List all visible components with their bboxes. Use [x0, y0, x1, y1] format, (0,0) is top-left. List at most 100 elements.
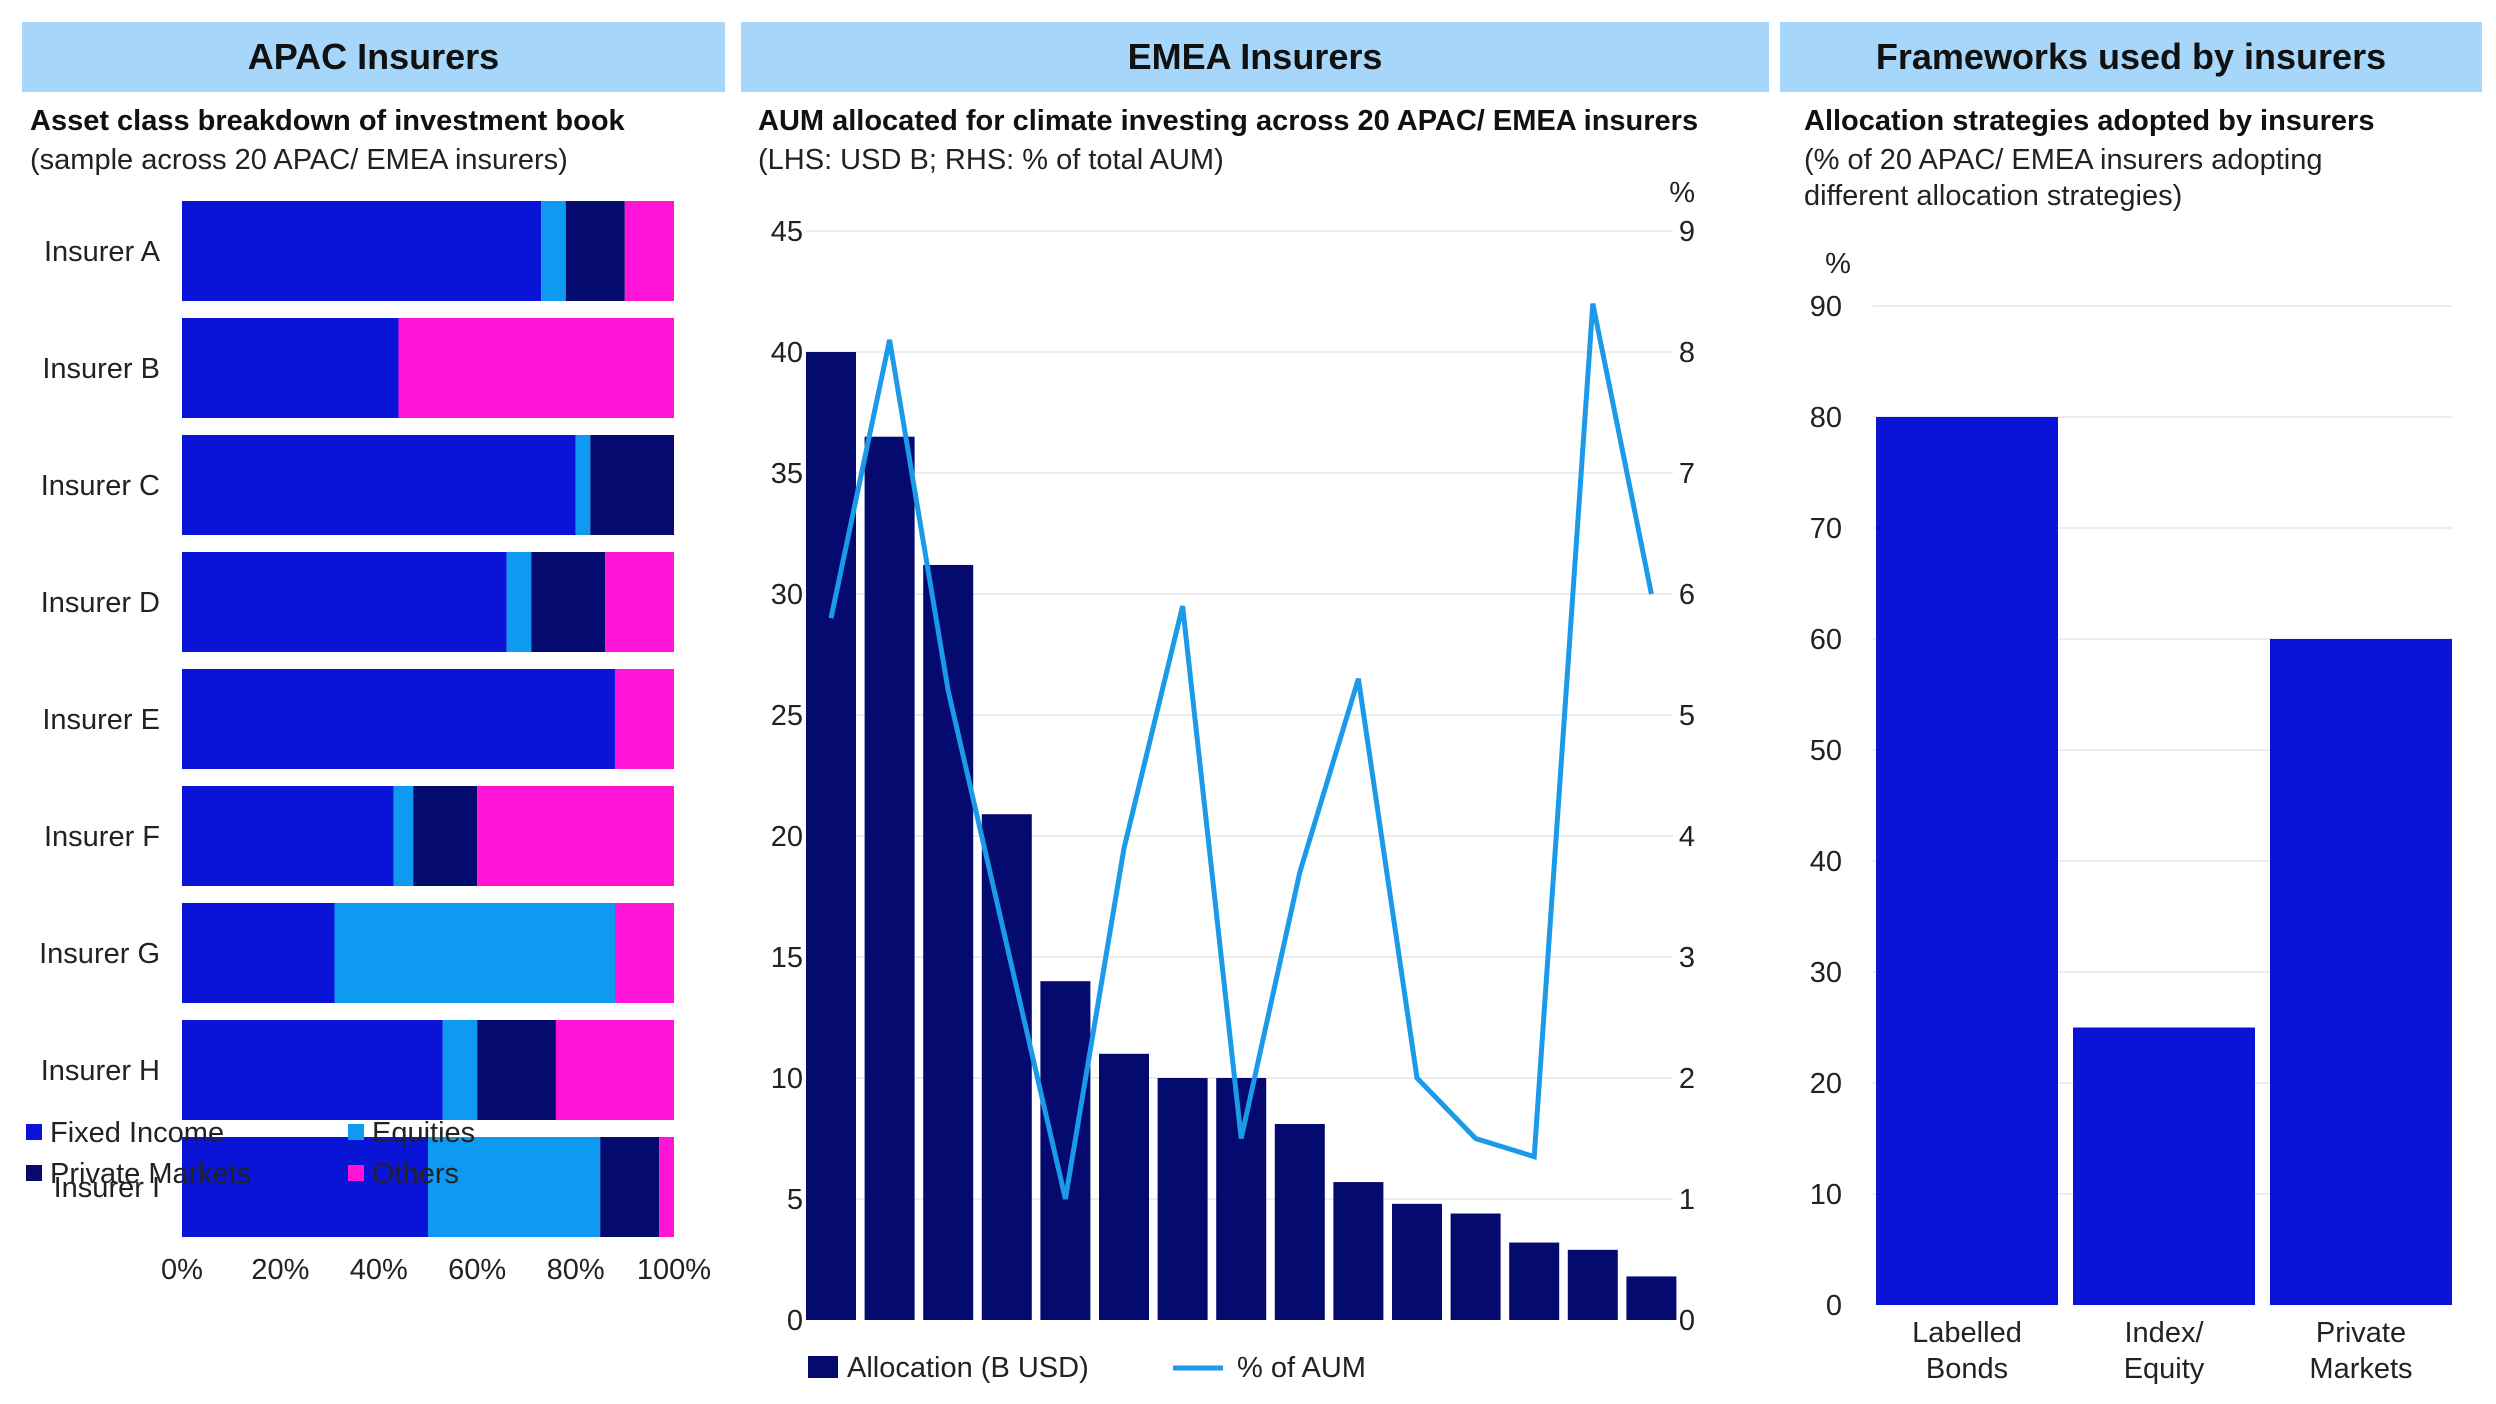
category-label-insurer-f: Insurer F [44, 821, 160, 853]
legend-label-fixed-income: Fixed Income [50, 1117, 224, 1149]
category-label-insurer-b: Insurer B [42, 353, 160, 385]
category-label-line2: Markets [2309, 1353, 2412, 1385]
y-tick-label: 30 [1810, 957, 1842, 989]
bar-segment-insurer-a-fixed-income [182, 201, 542, 301]
bar-segment-insurer-e-fixed-income [182, 669, 615, 769]
aum-bar-5 [1040, 981, 1091, 1320]
bar-segment-insurer-c-private-markets [590, 435, 674, 535]
y-tick-label: 50 [1810, 735, 1842, 767]
x-tick-label: 20% [251, 1254, 309, 1286]
bar-segment-insurer-b-fixed-income [182, 318, 399, 418]
legend-label-private-markets: Private Markets [50, 1158, 251, 1190]
climate-aum-title: AUM allocated for climate investing acro… [758, 105, 1699, 137]
y-unit-label: % [1825, 248, 1851, 280]
category-label-line1: Private [2316, 1317, 2406, 1349]
y-left-tick-label: 5 [787, 1184, 803, 1216]
aum-bar-9 [1274, 1123, 1325, 1320]
bar-segment-insurer-i-equities [428, 1137, 601, 1237]
aum-bar-15 [1626, 1276, 1677, 1320]
aum-bar-10 [1333, 1182, 1384, 1320]
bar-segment-insurer-a-equities [541, 201, 566, 301]
aum-bar-7 [1157, 1078, 1208, 1320]
x-tick-label: 60% [448, 1254, 506, 1286]
category-label-insurer-e: Insurer E [42, 704, 160, 736]
legend-label-pct-aum: % of AUM [1237, 1352, 1366, 1384]
strategies-subtitle-line2: different allocation strategies) [1804, 180, 2183, 212]
y-right-tick-label: 2 [1679, 1063, 1695, 1095]
aum-bar-13 [1509, 1242, 1560, 1320]
category-label-insurer-h: Insurer H [41, 1055, 160, 1087]
bar-segment-insurer-d-equities [506, 552, 532, 652]
y-right-tick-label: 3 [1679, 942, 1695, 974]
y-right-tick-label: 5 [1679, 700, 1695, 732]
bar-segment-insurer-c-equities [575, 435, 591, 535]
bar-segment-insurer-i-fixed-income [182, 1137, 428, 1237]
bar-segment-insurer-h-private-markets [477, 1020, 556, 1120]
strategies-title: Allocation strategies adopted by insurer… [1804, 105, 2375, 137]
bar-segment-insurer-h-equities [442, 1020, 478, 1120]
x-tick-label: 100% [637, 1254, 711, 1286]
legend-label-others: Others [372, 1158, 459, 1190]
bar-segment-insurer-f-private-markets [413, 786, 478, 886]
aum-bar-1 [806, 352, 856, 1320]
category-label-insurer-d: Insurer D [41, 587, 160, 619]
y-right-tick-label: 6 [1679, 579, 1695, 611]
bar-segment-insurer-f-equities [393, 786, 414, 886]
bar-segment-insurer-h-fixed-income [182, 1020, 443, 1120]
category-label-line2: Equity [2124, 1353, 2205, 1385]
y-right-tick-label: 1 [1679, 1184, 1695, 1216]
y-tick-label: 80 [1810, 402, 1842, 434]
aum-bar-11 [1392, 1203, 1442, 1320]
aum-bar-6 [1099, 1053, 1149, 1320]
x-tick-label: 0% [161, 1254, 203, 1286]
strategies-chart: % 0 10 20 30 40 50 60 70 80 90 Labelled Bonds Index/E… [1810, 248, 2452, 1385]
y-left-tick-label: 40 [771, 337, 803, 369]
y-tick-label: 70 [1810, 513, 1842, 545]
aum-bar-8 [1216, 1078, 1267, 1320]
legend-swatch-private-markets [26, 1165, 42, 1181]
strategy-bar-private-markets [2270, 639, 2452, 1305]
bar-segment-insurer-h-others [555, 1020, 674, 1120]
category-label-line1: Labelled [1912, 1317, 2022, 1349]
y-left-tick-label: 25 [771, 700, 803, 732]
bar-segment-insurer-b-others [398, 318, 674, 418]
y-right-tick-label: 7 [1679, 458, 1695, 490]
bar-segment-insurer-i-others [659, 1137, 674, 1237]
x-tick-label: 80% [547, 1254, 605, 1286]
y-left-tick-label: 45 [771, 216, 803, 248]
y-left-tick-label: 20 [771, 821, 803, 853]
aum-bar-14 [1567, 1249, 1618, 1320]
legend-label-allocation: Allocation (B USD) [847, 1352, 1089, 1384]
asset-class-chart: Insurer A Insurer B Insurer C Insurer D Insu… [26, 201, 711, 1286]
y-right-tick-label: 8 [1679, 337, 1695, 369]
legend-swatch-equities [348, 1124, 364, 1140]
y-left-tick-label: 10 [771, 1063, 803, 1095]
legend-label-equities: Equities [372, 1117, 475, 1149]
climate-aum-chart: 0510152025303540450123456789%Allocation … [771, 177, 1695, 1384]
y-right-tick-label: 4 [1679, 821, 1695, 853]
y-tick-label: 20 [1810, 1068, 1842, 1100]
legend-swatch-allocation [808, 1356, 838, 1378]
y-tick-label: 0 [1826, 1290, 1842, 1322]
asset-class-subtitle: (sample across 20 APAC/ EMEA insurers) [30, 144, 568, 176]
apac-header: APAC Insurers [22, 22, 725, 92]
aum-bar-4 [981, 814, 1032, 1320]
category-label-insurer-g: Insurer G [39, 938, 160, 970]
asset-class-title: Asset class breakdown of investment book [30, 105, 625, 137]
climate-aum-subtitle: (LHS: USD B; RHS: % of total AUM) [758, 144, 1224, 176]
category-label-insurer-c: Insurer C [41, 470, 160, 502]
bar-segment-insurer-e-others [614, 669, 674, 769]
y-tick-label: 60 [1810, 624, 1842, 656]
legend-swatch-others [348, 1165, 364, 1181]
bar-segment-insurer-f-fixed-income [182, 786, 394, 886]
bar-segment-insurer-d-fixed-income [182, 552, 507, 652]
x-tick-label: 40% [350, 1254, 408, 1286]
category-label-line1: Index/ [2125, 1317, 2205, 1349]
aum-bar-2 [864, 436, 915, 1320]
strategies-subtitle-line1: (% of 20 APAC/ EMEA insurers adopting [1804, 144, 2323, 176]
y-left-tick-label: 15 [771, 942, 803, 974]
frameworks-header: Frameworks used by insurers [1780, 22, 2482, 92]
y-right-unit-label: % [1669, 177, 1695, 209]
bar-segment-insurer-a-private-markets [565, 201, 625, 301]
legend-swatch-fixed-income [26, 1124, 42, 1140]
